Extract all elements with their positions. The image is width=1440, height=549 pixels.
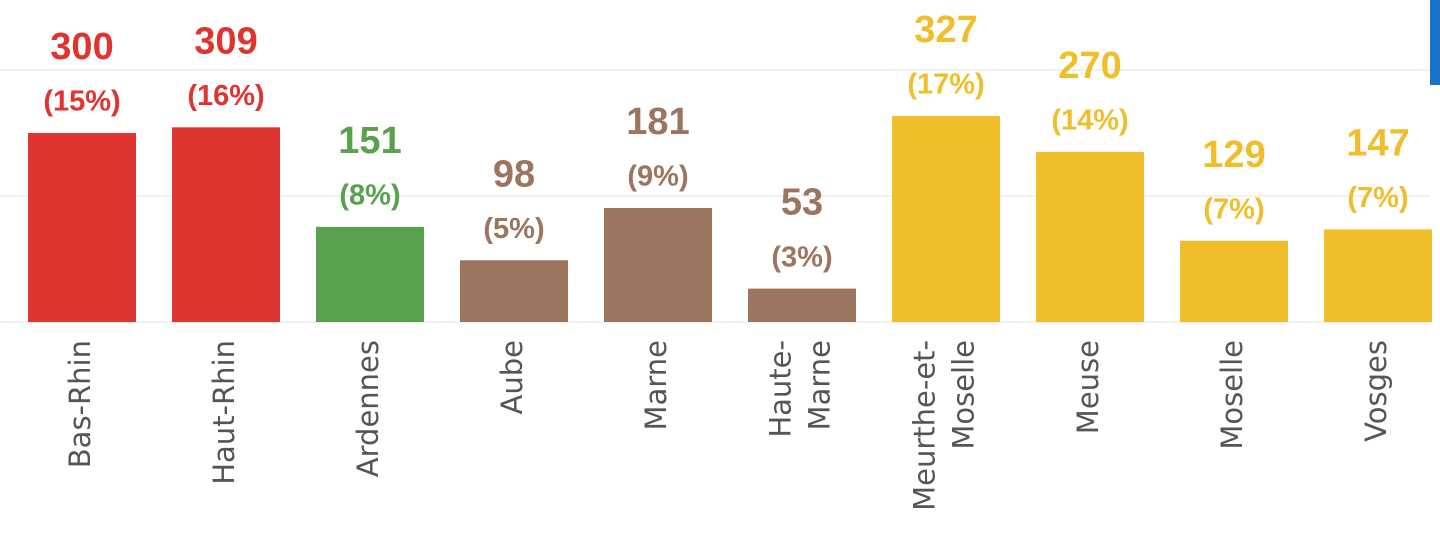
value-label: 309 xyxy=(194,20,257,62)
share-label: (14%) xyxy=(1051,105,1128,137)
x-tick-label: Haute- Marne xyxy=(763,340,836,438)
bar xyxy=(1036,151,1144,322)
share-label: (9%) xyxy=(627,161,688,193)
bar xyxy=(316,226,424,322)
share-label: (17%) xyxy=(907,69,984,101)
share-label: (15%) xyxy=(43,86,120,118)
bar xyxy=(892,115,1000,323)
x-tick: Vosges xyxy=(1359,340,1393,442)
share-label: (7%) xyxy=(1203,193,1264,225)
scroll-indicator xyxy=(1430,0,1440,85)
x-tick-label: Meurthe-et- Moselle xyxy=(907,340,980,511)
x-tick-label: Marne xyxy=(639,340,673,430)
x-tick-label: Haut-Rhin xyxy=(207,340,241,485)
x-tick-label: Meuse xyxy=(1071,340,1105,434)
bar xyxy=(28,133,136,322)
x-tick: Meurthe-et- Moselle xyxy=(907,340,980,511)
value-label: 181 xyxy=(626,101,689,143)
x-tick-label: Moselle xyxy=(1215,340,1249,450)
bar xyxy=(1324,229,1432,322)
x-tick: Haute- Marne xyxy=(763,340,836,438)
value-label: 129 xyxy=(1202,134,1265,176)
x-tick-label: Vosges xyxy=(1359,340,1393,442)
bar xyxy=(604,207,712,322)
x-tick: Aube xyxy=(495,340,529,414)
bar xyxy=(748,288,856,322)
bar xyxy=(460,260,568,322)
share-label: (8%) xyxy=(339,180,400,212)
value-label: 151 xyxy=(338,120,401,162)
value-label: 300 xyxy=(50,26,113,68)
x-tick: Haut-Rhin xyxy=(207,340,241,485)
x-tick: Ardennes xyxy=(351,340,385,477)
share-label: (7%) xyxy=(1347,182,1408,214)
share-label: (5%) xyxy=(483,213,544,245)
value-label: 327 xyxy=(914,9,977,51)
value-label: 53 xyxy=(781,182,823,224)
x-tick-label: Bas-Rhin xyxy=(63,340,97,468)
share-label: (16%) xyxy=(187,80,264,112)
value-label: 147 xyxy=(1346,122,1409,164)
x-tick: Bas-Rhin xyxy=(63,340,97,468)
x-tick-label: Aube xyxy=(495,340,529,414)
x-tick: Moselle xyxy=(1215,340,1249,450)
bar xyxy=(172,127,280,322)
share-label: (3%) xyxy=(771,241,832,273)
x-tick: Meuse xyxy=(1071,340,1105,434)
value-label: 270 xyxy=(1058,45,1121,87)
x-tick: Marne xyxy=(639,340,673,430)
value-label: 98 xyxy=(493,153,535,195)
x-tick-label: Ardennes xyxy=(351,340,385,477)
bar xyxy=(1180,240,1288,322)
